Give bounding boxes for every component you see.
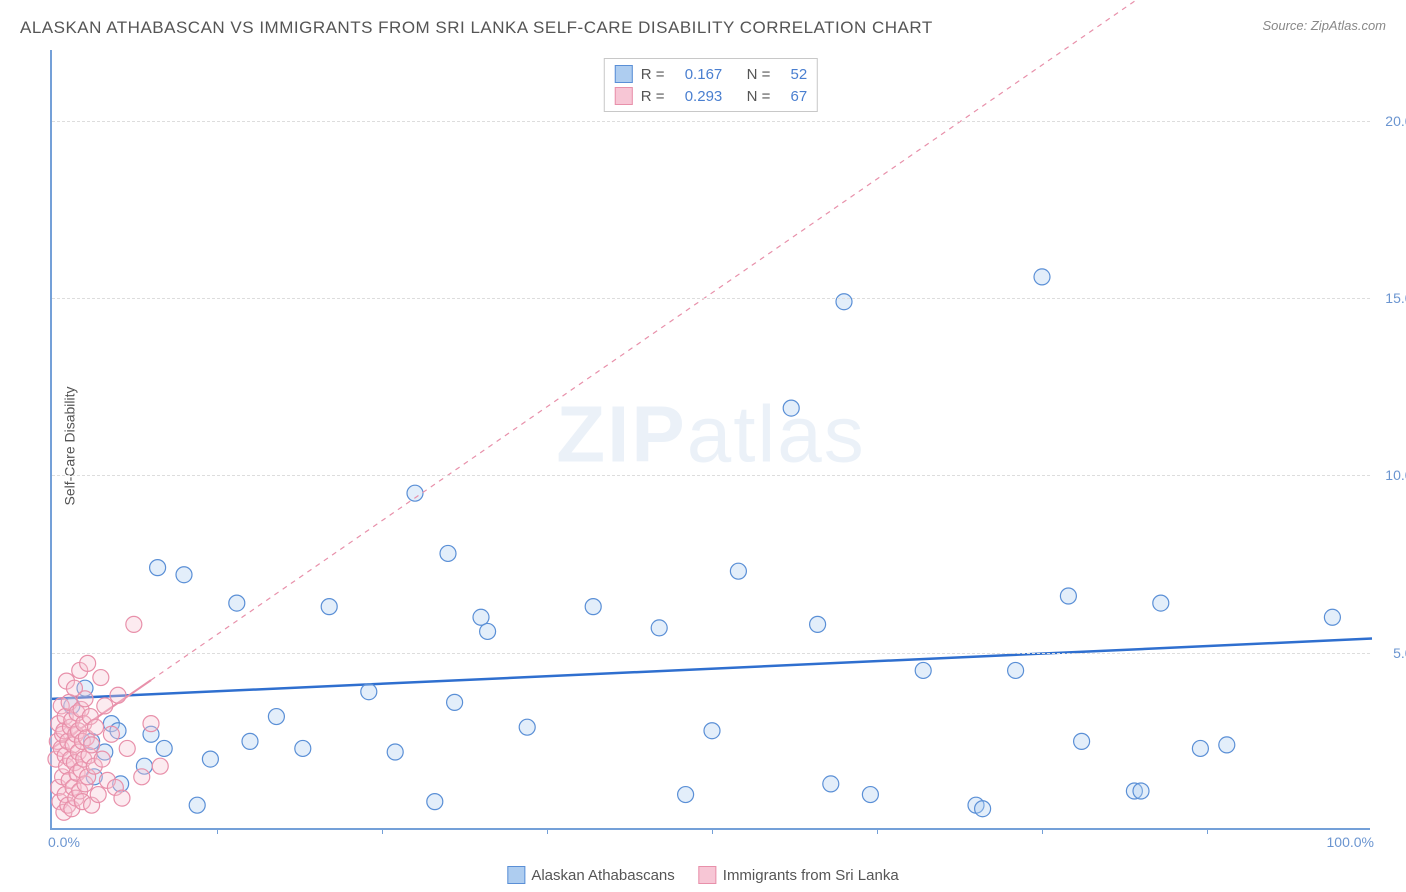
y-tick-label: 20.0%	[1385, 113, 1406, 129]
data-point	[1153, 595, 1169, 611]
gridline	[52, 298, 1370, 299]
data-point	[84, 737, 100, 753]
gridline	[52, 121, 1370, 122]
source-attribution: Source: ZipAtlas.com	[1262, 18, 1386, 33]
correlation-legend-row: R = 0.167 N = 52	[615, 63, 807, 85]
correlation-legend-row: R = 0.293 N = 67	[615, 85, 807, 107]
data-point	[975, 801, 991, 817]
series-legend-item: Alaskan Athabascans	[507, 866, 674, 884]
data-point	[862, 787, 878, 803]
data-point	[103, 726, 119, 742]
data-point	[1324, 609, 1340, 625]
data-point	[1074, 733, 1090, 749]
chart-plot-area: ZIPatlas R = 0.167 N = 52 R = 0.293 N = …	[50, 50, 1370, 830]
legend-swatch	[615, 87, 633, 105]
data-point	[93, 670, 109, 686]
series-legend-label: Alaskan Athabascans	[531, 867, 674, 884]
data-point	[1192, 740, 1208, 756]
series-legend: Alaskan Athabascans Immigrants from Sri L…	[507, 866, 898, 884]
chart-title: ALASKAN ATHABASCAN VS IMMIGRANTS FROM SR…	[20, 18, 933, 38]
data-point	[440, 545, 456, 561]
y-tick-label: 5.0%	[1393, 645, 1406, 661]
legend-swatch	[699, 866, 717, 884]
data-point	[229, 595, 245, 611]
legend-swatch	[507, 866, 525, 884]
data-point	[97, 698, 113, 714]
data-point	[783, 400, 799, 416]
data-point	[189, 797, 205, 813]
data-point	[480, 623, 496, 639]
x-tick-mark	[217, 828, 218, 834]
x-axis-min-label: 0.0%	[48, 834, 80, 850]
data-point	[519, 719, 535, 735]
data-point	[651, 620, 667, 636]
data-point	[268, 709, 284, 725]
data-point	[242, 733, 258, 749]
data-point	[447, 694, 463, 710]
legend-swatch	[615, 65, 633, 83]
y-tick-label: 10.0%	[1385, 467, 1406, 483]
data-point	[361, 684, 377, 700]
data-point	[119, 740, 135, 756]
data-point	[114, 790, 130, 806]
data-point	[156, 740, 172, 756]
x-tick-mark	[382, 828, 383, 834]
data-point	[1060, 588, 1076, 604]
correlation-legend: R = 0.167 N = 52 R = 0.293 N = 67	[604, 58, 818, 112]
data-point	[1133, 783, 1149, 799]
data-point	[176, 567, 192, 583]
data-point	[110, 687, 126, 703]
data-point	[1008, 662, 1024, 678]
x-tick-mark	[547, 828, 548, 834]
data-point	[152, 758, 168, 774]
data-point	[88, 719, 104, 735]
data-point	[150, 560, 166, 576]
data-point	[126, 616, 142, 632]
x-tick-mark	[877, 828, 878, 834]
data-point	[823, 776, 839, 792]
data-point	[585, 599, 601, 615]
gridline	[52, 475, 1370, 476]
x-tick-mark	[1207, 828, 1208, 834]
data-point	[321, 599, 337, 615]
data-point	[1034, 269, 1050, 285]
x-axis-max-label: 100.0%	[1327, 834, 1374, 850]
x-tick-mark	[1042, 828, 1043, 834]
data-point	[810, 616, 826, 632]
data-point	[473, 609, 489, 625]
data-point	[90, 787, 106, 803]
data-point	[915, 662, 931, 678]
data-point	[80, 655, 96, 671]
y-tick-label: 15.0%	[1385, 290, 1406, 306]
data-point	[427, 794, 443, 810]
data-point	[77, 691, 93, 707]
series-legend-item: Immigrants from Sri Lanka	[699, 866, 899, 884]
data-point	[387, 744, 403, 760]
data-point	[202, 751, 218, 767]
data-point	[1219, 737, 1235, 753]
data-point	[143, 716, 159, 732]
data-point	[295, 740, 311, 756]
data-point	[704, 723, 720, 739]
gridline	[52, 653, 1370, 654]
series-legend-label: Immigrants from Sri Lanka	[723, 867, 899, 884]
data-point	[134, 769, 150, 785]
data-point	[678, 787, 694, 803]
data-point	[94, 751, 110, 767]
data-point	[836, 294, 852, 310]
data-point	[407, 485, 423, 501]
data-point	[730, 563, 746, 579]
x-tick-mark	[712, 828, 713, 834]
scatter-svg	[52, 50, 1370, 828]
